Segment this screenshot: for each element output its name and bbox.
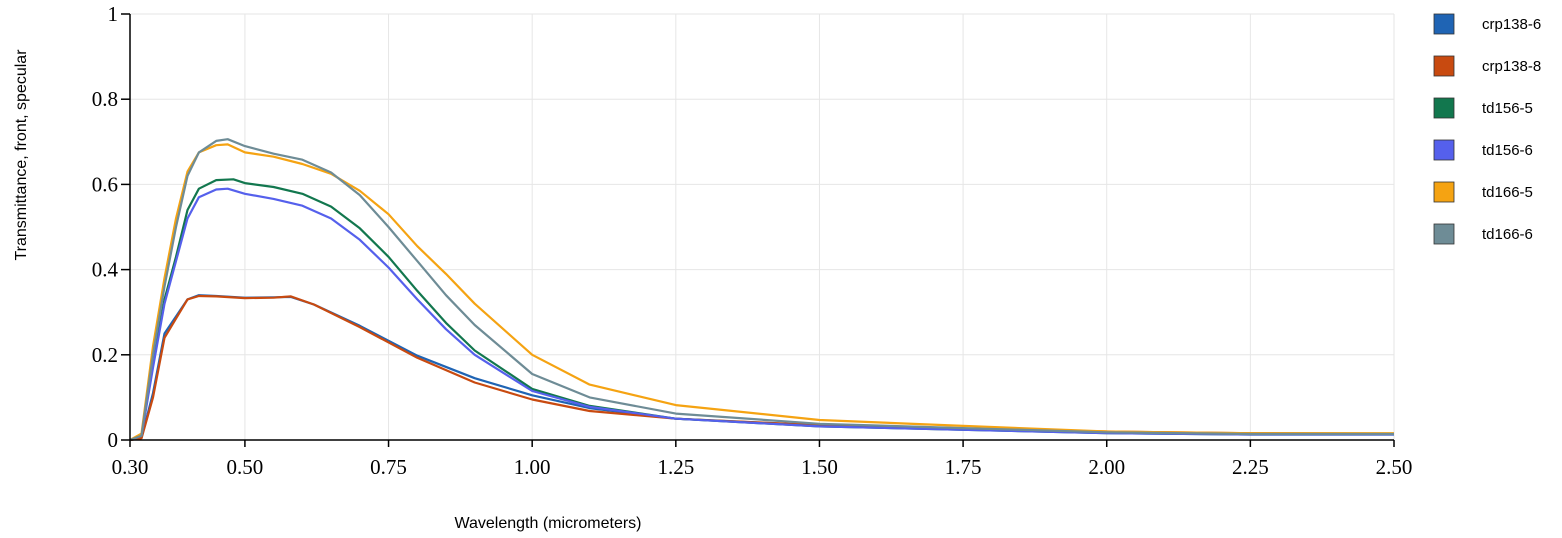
series-line-crp138-6 xyxy=(129,294,1394,442)
x-tick-label: 0.30 xyxy=(112,455,149,479)
x-tick-label: 0.75 xyxy=(370,455,407,479)
series-line-td166-5 xyxy=(129,143,1394,441)
legend-swatch-td166-6 xyxy=(1433,223,1455,245)
y-tick-label: 0.8 xyxy=(92,87,118,111)
x-axis-ticks: 0.30 0.50 0.75 1.00 1.25 1.50 1.75 2.00 2.25 2.50 xyxy=(112,440,1413,479)
legend: crp138-6 crp138-8 td156-5 td156-6 td166-5 td1… xyxy=(1433,13,1541,245)
axes xyxy=(129,14,1394,441)
x-tick-label: 1.25 xyxy=(657,455,694,479)
series-line-td156-6 xyxy=(129,187,1394,442)
legend-label: crp138-6 xyxy=(1482,16,1541,33)
y-tick-label: 0.4 xyxy=(92,258,119,282)
x-tick-label: 2.50 xyxy=(1376,455,1413,479)
y-axis-label: Transmittance, front, specular xyxy=(13,49,30,261)
legend-label: td156-5 xyxy=(1482,100,1533,117)
x-tick-label: 2.00 xyxy=(1088,455,1125,479)
legend-swatch-td156-5 xyxy=(1433,97,1455,119)
x-tick-label: 2.25 xyxy=(1232,455,1269,479)
y-tick-label: 0.2 xyxy=(92,343,118,367)
series-lines xyxy=(129,138,1395,442)
series-line-td166-6 xyxy=(129,138,1394,442)
series-line-crp138-8 xyxy=(129,294,1395,442)
x-tick-label: 0.50 xyxy=(227,455,264,479)
legend-label: td166-6 xyxy=(1482,226,1533,243)
x-tick-label: 1.00 xyxy=(514,455,551,479)
legend-label: td166-5 xyxy=(1482,184,1533,201)
y-tick-label: 0.6 xyxy=(92,172,118,196)
x-axis-label: Wavelength (micrometers) xyxy=(454,515,641,532)
legend-swatch-td156-6 xyxy=(1433,139,1455,161)
grid xyxy=(129,13,1395,441)
x-tick-label: 1.50 xyxy=(801,455,838,479)
legend-label: td156-6 xyxy=(1482,142,1533,159)
y-axis-ticks: 0 0.2 0.4 0.6 0.8 1 xyxy=(92,2,130,452)
y-tick-label: 1 xyxy=(108,2,119,26)
series-line-td156-5 xyxy=(129,178,1394,442)
legend-swatch-crp138-8 xyxy=(1433,55,1455,77)
x-tick-label: 1.75 xyxy=(945,455,982,479)
legend-label: crp138-8 xyxy=(1482,58,1541,75)
legend-swatch-td166-5 xyxy=(1433,181,1455,203)
y-tick-label: 0 xyxy=(108,428,119,452)
legend-swatch-crp138-6 xyxy=(1433,13,1455,35)
